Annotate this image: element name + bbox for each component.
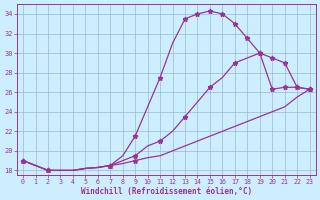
- X-axis label: Windchill (Refroidissement éolien,°C): Windchill (Refroidissement éolien,°C): [81, 187, 252, 196]
